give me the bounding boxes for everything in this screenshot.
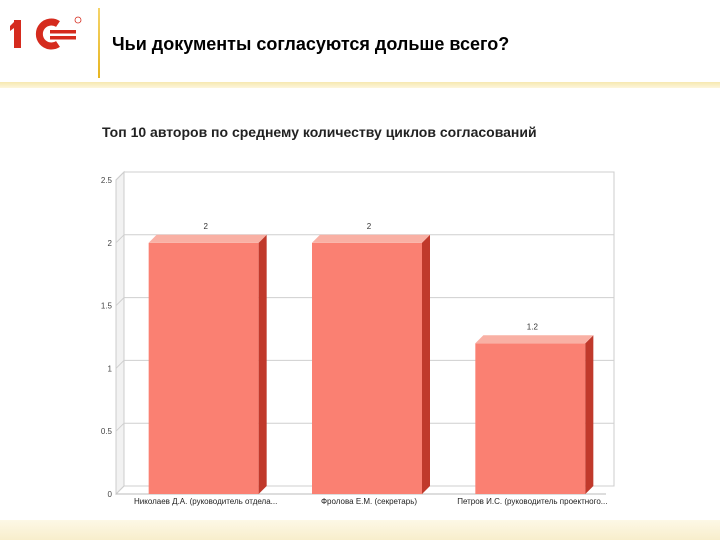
header-divider [98, 8, 100, 78]
y-tick-label: 1.5 [101, 302, 113, 311]
gridline-depth [115, 171, 125, 181]
y-tick-label: 2 [108, 239, 113, 248]
gridline-depth [115, 422, 125, 432]
category-label: Петров И.С. (руководитель проектного... [457, 497, 607, 506]
y-tick-label: 0 [108, 490, 113, 499]
y-tick-label: 2.5 [101, 176, 113, 185]
bar-chart: 0 0.5 1 1.5 2 2.5 2 Николаев Д.А. (руководитель… [101, 170, 615, 506]
bar [312, 242, 422, 494]
page-title: Чьи документы согласуются дольше всего? [112, 34, 510, 54]
data-label: 1.2 [527, 322, 539, 331]
bar-top [148, 234, 267, 243]
bar-side [585, 335, 594, 494]
header: Чьи документы согласуются дольше всего? [0, 0, 720, 82]
gridline-depth [115, 297, 125, 306]
1c-logo-icon [10, 16, 82, 50]
bar-top [475, 335, 594, 344]
bar-side [258, 234, 267, 495]
bottom-strip [0, 520, 720, 540]
bar [148, 242, 259, 494]
y-tick-label: 0.5 [101, 427, 113, 436]
bar-side [422, 234, 430, 495]
plot-side-wall [115, 170, 125, 496]
category-label: Николаев Д.А. (руководитель отдела... [134, 497, 277, 506]
y-tick-label: 1 [108, 364, 113, 373]
data-label: 2 [203, 222, 208, 231]
gridline-depth [115, 360, 125, 369]
chart-title: Топ 10 авторов по среднему количеству ци… [102, 124, 537, 140]
gridline-depth [115, 234, 125, 244]
data-label: 2 [367, 222, 372, 231]
category-label: Фролова Е.М. (секретарь) [321, 497, 417, 506]
bar-top [312, 234, 430, 243]
header-band [0, 82, 720, 88]
bar [475, 343, 586, 494]
gridline-depth [115, 485, 125, 495]
